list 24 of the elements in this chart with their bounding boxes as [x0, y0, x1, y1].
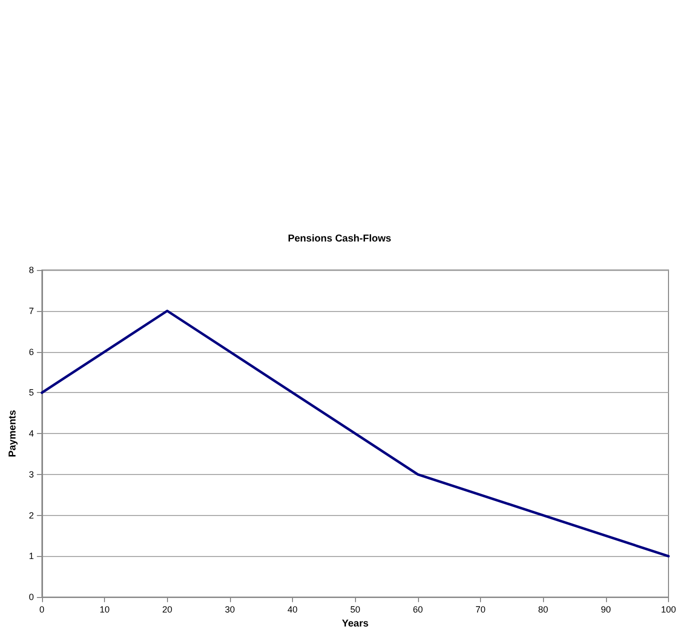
x-tick-label: 60: [412, 604, 423, 615]
x-axis-title: Years: [342, 618, 369, 630]
y-tick-label: 3: [28, 469, 34, 480]
y-tick-label: 8: [28, 265, 34, 275]
y-tick-label: 7: [28, 306, 34, 316]
x-tick-label: 0: [39, 604, 44, 615]
x-tick-label: 40: [288, 604, 298, 615]
y-tick-label: 2: [28, 510, 34, 520]
x-tick-label: 30: [224, 604, 235, 615]
y-axis-title: Payments: [8, 409, 18, 458]
x-tick-label: 10: [100, 604, 110, 615]
y-tick-label: 6: [28, 346, 34, 357]
y-tick-label: 1: [28, 551, 34, 562]
x-tick-label: 50: [350, 604, 360, 615]
y-tick-label: 0: [28, 592, 34, 602]
x-tick-label: 90: [600, 604, 611, 615]
y-tick-label: 5: [28, 388, 34, 398]
chart-title: Pensions Cash-Flows: [288, 234, 392, 244]
x-tick-label: 20: [162, 604, 172, 615]
y-tick-label: 4: [28, 428, 34, 439]
x-tick-label: 80: [538, 604, 548, 615]
x-tick-label: 70: [476, 604, 486, 615]
x-tick-label: 100: [660, 604, 676, 615]
line-series: [40, 310, 670, 558]
